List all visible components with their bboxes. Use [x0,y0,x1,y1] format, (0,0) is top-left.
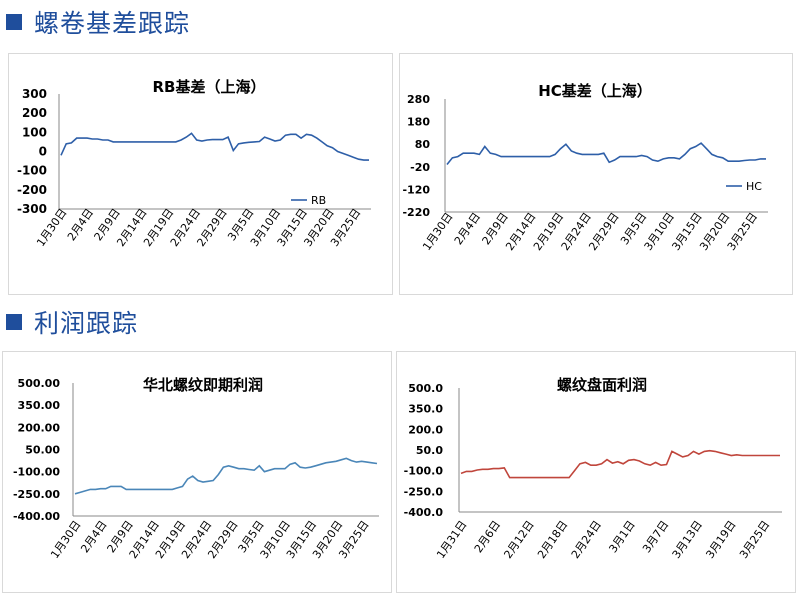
y-tick-label: -100 [17,164,47,178]
x-tick-label: 2月4日 [452,210,483,247]
y-tick-label: 50.00 [25,444,60,457]
x-tick-label: 2月12日 [501,518,536,561]
chart-svg-hc: HC基差（上海）28018080-20-120-2201月30日2月4日2月9日… [402,82,768,253]
y-tick-label: -100.00 [13,466,60,479]
x-tick-label: 3月1日 [606,518,637,555]
y-tick-label: 500.0 [408,382,443,395]
y-tick-label: 100 [22,125,47,139]
y-tick-label: 180 [407,116,430,129]
series-line-north_profit [74,457,378,495]
x-tick-label: 3月7日 [640,518,671,555]
y-tick-label: 80 [415,138,431,151]
y-tick-label: -400.0 [404,506,444,519]
chart-svg-rb: RB基差（上海）3002001000-100-200-3001月30日2月4日2… [17,78,371,249]
y-tick-label: -400.00 [13,510,60,523]
chart-title: HC基差（上海） [538,82,652,100]
y-tick-label: 500.00 [18,377,61,390]
chart-panel-futures-profit: 螺纹盘面利润 500.0 350.0 200.0 50.0 -100.0 -250.0 -40… [396,351,796,593]
y-tick-label: -120 [402,183,430,196]
chart-panel-rb-basis: RB基差（上海） 300 200 100 0 -100 -200 -300 1月30日 2月4日 2… [8,53,393,295]
y-tick-label: 200.0 [408,423,443,436]
chart-title: RB基差（上海） [153,78,266,96]
x-tick-label: 2月24日 [569,518,604,561]
y-tick-label: 350.00 [18,399,61,412]
x-tick-label: 3月19日 [703,518,738,561]
y-tick-label: 300 [22,87,47,101]
y-tick-label: -250.0 [404,485,444,498]
section-title-profit: 利润跟踪 [34,309,139,338]
y-tick-label: 350.0 [408,403,443,416]
chart-title: 华北螺纹即期利润 [143,376,263,394]
y-tick-label: -100.0 [404,465,444,478]
x-tick-label: 2月6日 [472,518,503,555]
y-tick-label: -200 [17,183,47,197]
chart-title: 螺纹盘面利润 [557,376,647,394]
series-line-rb [60,132,369,161]
chart-panel-hc-basis: HC基差（上海） 280 180 80 -20 -120 -220 1月30日 2月4日 2月9日… [399,53,793,295]
legend-label: RB [311,194,326,207]
legend-label: HC [746,180,762,193]
x-tick-label: 3月25日 [737,518,772,561]
x-tick-label: 1月30日 [48,518,83,561]
section-header-basis: 螺卷基差跟踪 [6,4,190,40]
y-tick-label: -20 [410,161,430,174]
series-line-futures_profit [460,449,780,479]
section-header-profit: 利润跟踪 [6,304,138,340]
y-tick-label: 200.00 [18,421,61,434]
y-tick-label: 280 [407,93,430,106]
section-title-basis: 螺卷基差跟踪 [34,9,191,38]
y-tick-label: -220 [402,206,430,219]
y-tick-label: -300 [17,202,47,216]
chart-svg-north_profit: 华北螺纹即期利润 500.00 350.00 200.00 50.00 -100.00 -2… [13,376,379,561]
x-tick-label: 3月13日 [670,518,705,561]
series-line-hc [446,142,766,166]
section-square-icon [6,14,22,30]
x-tick-label: 2月4日 [65,206,96,243]
y-tick-label: 0 [39,145,47,159]
y-tick-label: 50.0 [416,444,443,457]
y-tick-label: -250.00 [13,488,60,501]
chart-svg-futures_profit: 螺纹盘面利润 500.0 350.0 200.0 50.0 -100.0 -250.0 -40… [404,376,782,561]
x-tick-label: 2月18日 [535,518,570,561]
section-square-icon [6,314,22,330]
chart-panel-north-profit: 华北螺纹即期利润 500.00 350.00 200.00 50.00 -100.00 -2… [2,351,392,593]
x-tick-label: 1月31日 [434,518,469,561]
y-tick-label: 200 [22,106,47,120]
x-tick-label: 2月4日 [78,518,109,555]
